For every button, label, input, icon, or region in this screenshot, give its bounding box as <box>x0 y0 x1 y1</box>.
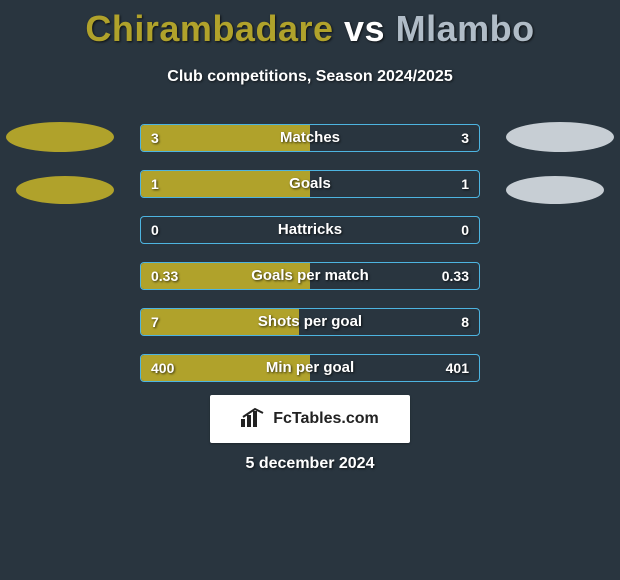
stat-value-right: 3 <box>461 125 469 151</box>
page-title: Chirambadare vs Mlambo <box>0 0 620 50</box>
stat-value-right: 401 <box>446 355 469 381</box>
stat-bar-left <box>141 263 310 289</box>
chart-icon <box>241 407 267 432</box>
stat-value-right: 0 <box>461 217 469 243</box>
stat-bar-left <box>141 171 310 197</box>
player2-shape-1 <box>506 122 614 152</box>
subtitle: Club competitions, Season 2024/2025 <box>0 68 620 86</box>
stat-row-min-per-goal: 400 Min per goal 401 <box>140 354 480 382</box>
stat-row-goals: 1 Goals 1 <box>140 170 480 198</box>
player1-shape-2 <box>16 176 114 204</box>
player1-shape-1 <box>6 122 114 152</box>
stat-row-shots-per-goal: 7 Shots per goal 8 <box>140 308 480 336</box>
stat-row-hattricks: 0 Hattricks 0 <box>140 216 480 244</box>
stat-value-left: 0 <box>151 217 159 243</box>
stat-value-right: 8 <box>461 309 469 335</box>
stat-row-matches: 3 Matches 3 <box>140 124 480 152</box>
stat-bar-left <box>141 125 310 151</box>
player2-name: Mlambo <box>396 8 535 49</box>
stat-value-right: 0.33 <box>442 263 469 289</box>
stat-row-goals-per-match: 0.33 Goals per match 0.33 <box>140 262 480 290</box>
stat-bar-left <box>141 355 310 381</box>
stat-bar-left <box>141 309 299 335</box>
player2-shape-2 <box>506 176 604 204</box>
stat-label: Hattricks <box>141 217 479 243</box>
stat-value-right: 1 <box>461 171 469 197</box>
footer-site: FcTables.com <box>273 410 379 428</box>
footer-date: 5 december 2024 <box>0 455 620 473</box>
footer-badge: FcTables.com <box>210 395 410 443</box>
vs-text: vs <box>344 8 385 49</box>
stats-container: 3 Matches 3 1 Goals 1 0 Hattricks 0 0.33… <box>140 124 480 400</box>
player1-name: Chirambadare <box>85 8 333 49</box>
